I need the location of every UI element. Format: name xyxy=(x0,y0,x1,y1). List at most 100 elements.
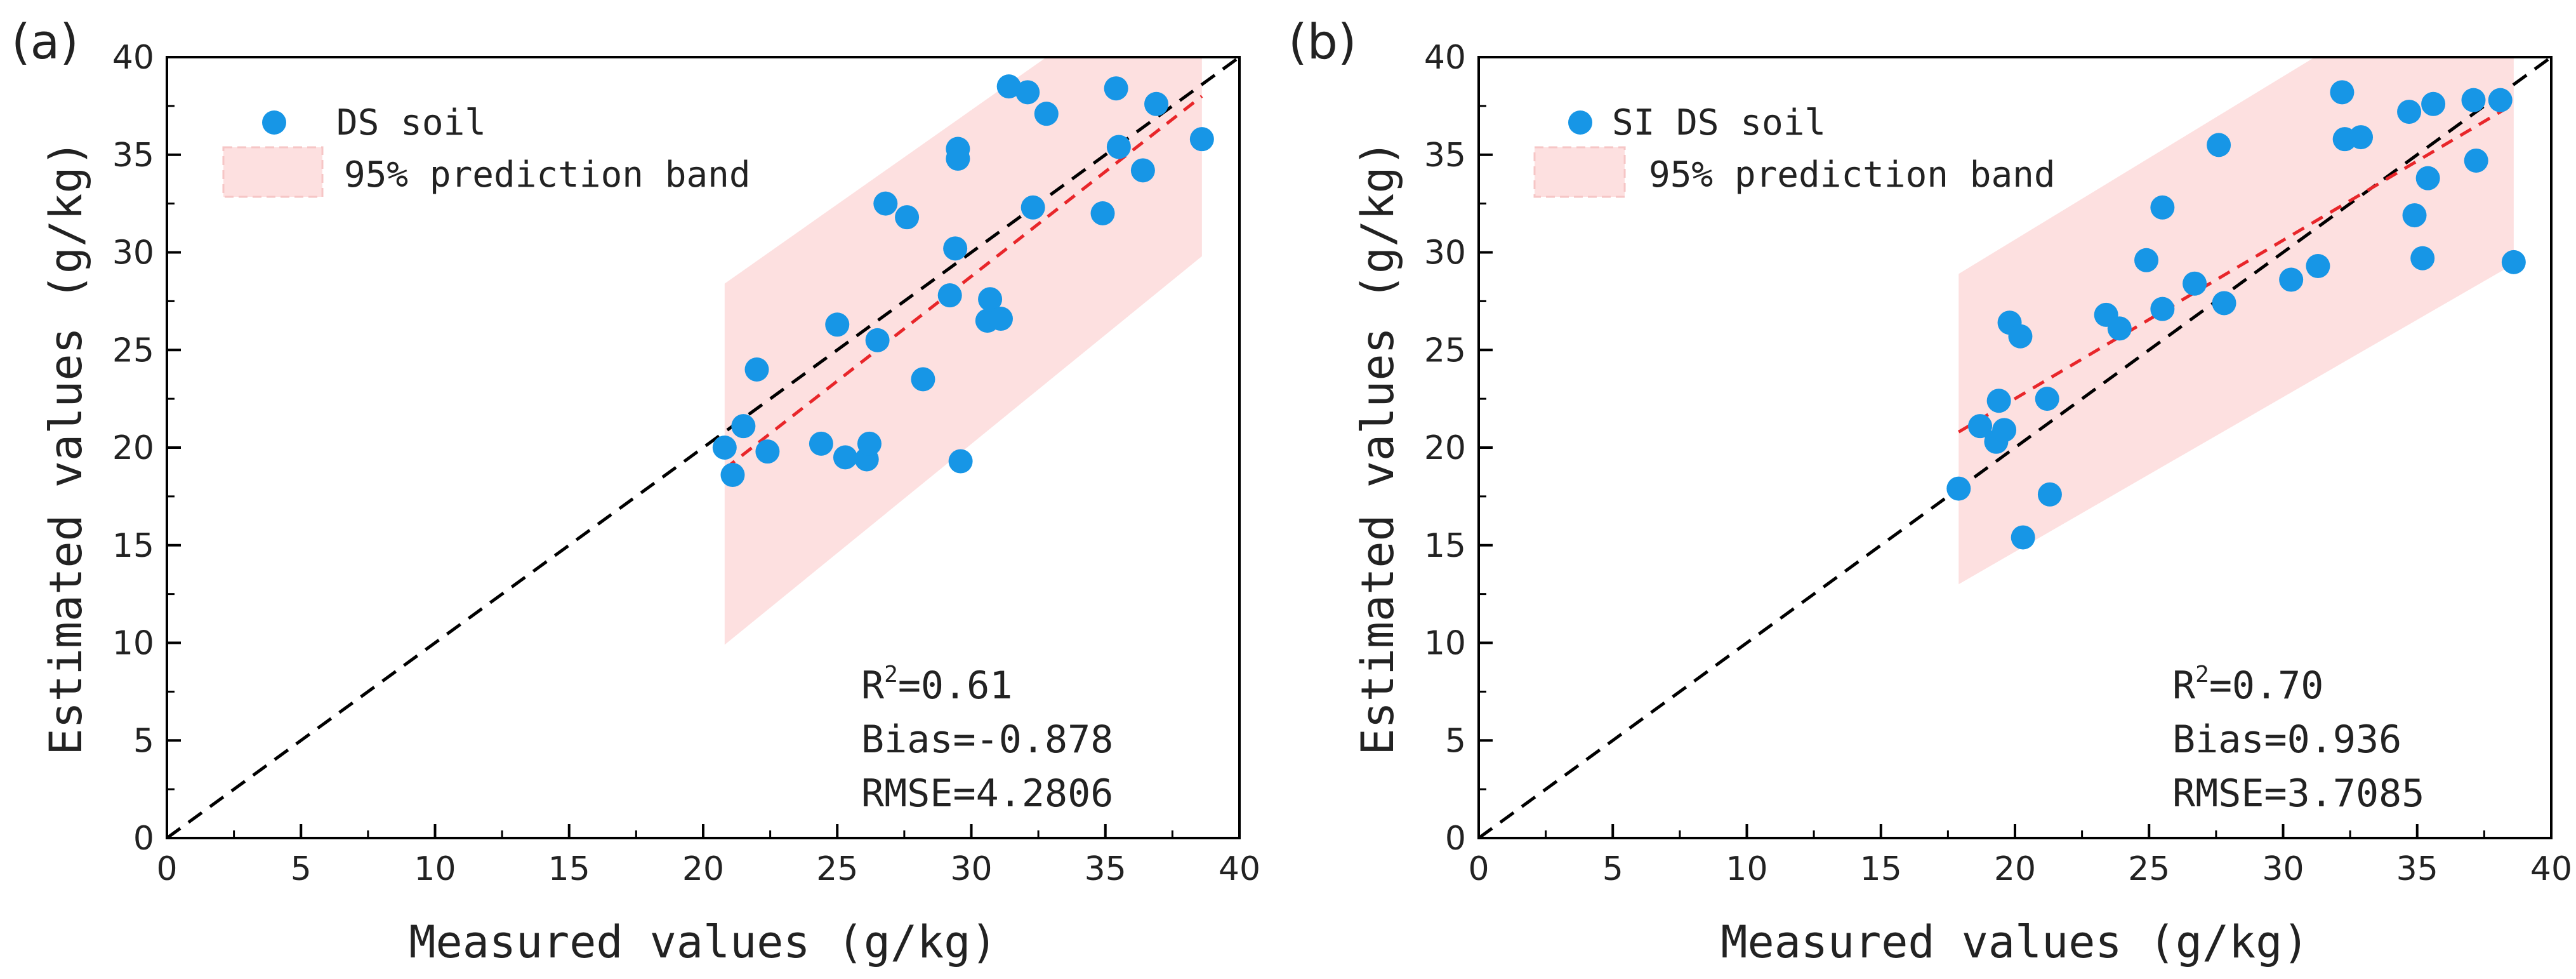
data-point xyxy=(1130,158,1155,183)
legend-point-marker xyxy=(262,110,286,135)
x-tick-label: 40 xyxy=(1219,850,1260,888)
data-point xyxy=(712,436,737,460)
x-tick-label: 0 xyxy=(1468,850,1489,888)
r-squared-text: R2=0.70 xyxy=(2172,662,2323,708)
stats-box: R2=0.70 Bias=0.936 RMSE=3.7085 xyxy=(2172,662,2424,816)
data-point xyxy=(996,74,1021,99)
data-point xyxy=(2402,203,2427,228)
legend: SI DS soil 95% prediction band xyxy=(1533,102,2056,198)
data-point xyxy=(2212,291,2236,316)
legend-point-marker xyxy=(1568,110,1592,135)
data-point xyxy=(2501,250,2526,274)
data-point xyxy=(2410,246,2435,270)
legend-points-label: SI DS soil xyxy=(1612,102,1826,143)
data-point xyxy=(1106,135,1131,159)
r-squared-prefix: R xyxy=(2172,663,2196,708)
x-tick-label: 40 xyxy=(2530,850,2572,888)
r-squared-value: =0.61 xyxy=(898,663,1013,708)
x-tick-label: 35 xyxy=(1085,850,1126,888)
stats-box: R2=0.61 Bias=-0.878 RMSE=4.2806 xyxy=(861,662,1113,816)
data-point xyxy=(1968,414,1993,439)
data-point xyxy=(720,463,745,488)
legend-points-label: DS soil xyxy=(336,102,486,143)
data-point xyxy=(2279,267,2304,292)
y-tick-label: 40 xyxy=(112,39,154,77)
y-tick-label: 0 xyxy=(133,820,154,858)
x-tick-label: 10 xyxy=(414,850,456,888)
prediction-band xyxy=(724,57,1202,645)
data-point xyxy=(1015,80,1040,105)
data-point xyxy=(2488,88,2513,112)
y-tick-label: 40 xyxy=(1424,39,1466,77)
data-point xyxy=(937,283,962,308)
data-point xyxy=(948,449,973,474)
x-tick-label: 25 xyxy=(2128,850,2170,888)
data-point xyxy=(857,431,882,456)
rmse-text: RMSE=3.7085 xyxy=(2172,771,2424,816)
y-tick-label: 10 xyxy=(1424,625,1466,663)
panel-a: 0 5 10 15 20 25 30 35 40 0 5 10 15 20 25 30 35 40 (a) Mea… xyxy=(11,13,1260,968)
data-point xyxy=(1189,127,1214,152)
data-point xyxy=(2008,324,2033,349)
y-tick-label: 35 xyxy=(1424,137,1466,175)
points-layer xyxy=(1946,80,2526,550)
prediction-band-layer xyxy=(724,57,1202,645)
x-tick-label: 15 xyxy=(1860,850,1902,888)
data-point xyxy=(911,367,935,392)
x-tick-label: 10 xyxy=(1726,850,1767,888)
x-tick-label: 5 xyxy=(291,850,312,888)
data-point xyxy=(1034,102,1059,126)
data-point xyxy=(946,146,970,171)
data-point xyxy=(1090,201,1115,225)
data-point xyxy=(2037,482,2062,507)
legend-band-swatch xyxy=(1533,146,1626,198)
legend-band-label: 95% prediction band xyxy=(1649,154,2056,196)
data-point xyxy=(2397,100,2422,124)
panel-b: 0 5 10 15 20 25 30 35 40 0 5 10 15 20 25 30 35 40 (b) Mea… xyxy=(1288,13,2572,968)
data-point xyxy=(2035,387,2059,411)
data-point xyxy=(978,287,1003,312)
legend-band-swatch xyxy=(222,146,324,198)
x-tick-label: 30 xyxy=(950,850,992,888)
data-point xyxy=(2306,254,2330,279)
x-tick-label: 35 xyxy=(2396,850,2438,888)
data-point xyxy=(1020,195,1045,220)
data-point xyxy=(1144,91,1169,116)
data-point xyxy=(895,205,920,230)
y-tick-label: 30 xyxy=(1424,234,1466,272)
bias-text: Bias=-0.878 xyxy=(861,717,1113,762)
data-point xyxy=(2461,88,2486,112)
data-point xyxy=(825,312,850,337)
r-squared-text: R2=0.61 xyxy=(861,662,1012,708)
bias-text: Bias=0.936 xyxy=(2172,717,2401,762)
data-point xyxy=(2330,80,2355,105)
data-point xyxy=(2150,296,2175,321)
y-tick-label: 15 xyxy=(1424,527,1466,565)
data-point xyxy=(2421,91,2446,116)
data-point xyxy=(943,236,968,261)
data-point xyxy=(755,439,780,464)
panel-label: (b) xyxy=(1288,13,1357,70)
y-tick-label: 25 xyxy=(112,331,154,370)
legend: DS soil 95% prediction band xyxy=(222,102,751,198)
data-point xyxy=(1104,76,1128,101)
reference-lines-layer xyxy=(1479,57,2551,838)
y-tick-label: 5 xyxy=(133,722,154,760)
r-squared-sup: 2 xyxy=(2195,662,2209,688)
y-tick-label: 35 xyxy=(112,137,154,175)
ticks-layer: 0 5 10 15 20 25 30 35 40 0 5 10 15 20 25 30 35 40 xyxy=(1424,39,2572,888)
prediction-band xyxy=(1958,57,2514,585)
y-tick-label: 15 xyxy=(112,527,154,565)
data-point xyxy=(865,328,890,352)
data-point xyxy=(2415,166,2440,190)
x-tick-label: 20 xyxy=(1994,850,2036,888)
data-point xyxy=(2011,525,2035,550)
x-tick-label: 15 xyxy=(548,850,590,888)
data-point xyxy=(731,414,756,439)
x-tick-label: 20 xyxy=(682,850,724,888)
data-point xyxy=(2150,195,2175,220)
x-tick-label: 5 xyxy=(1602,850,1623,888)
y-tick-label: 10 xyxy=(112,625,154,663)
data-point xyxy=(1992,418,2017,443)
r-squared-sup: 2 xyxy=(884,662,898,688)
